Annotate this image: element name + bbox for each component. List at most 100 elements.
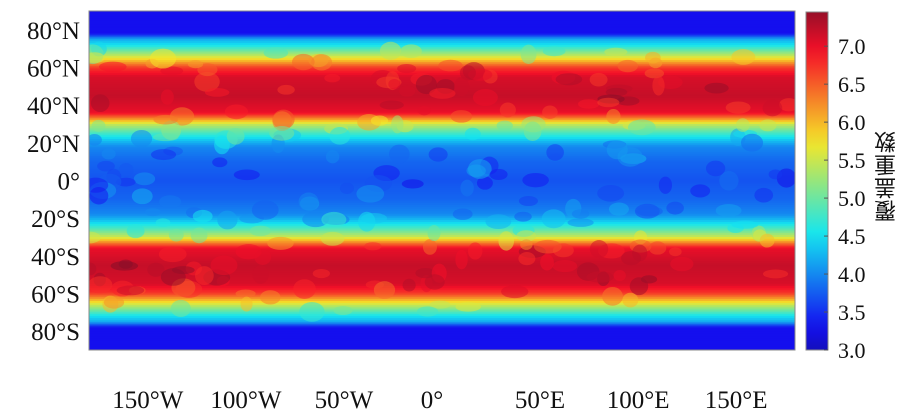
heatmap-lat-band [89,112,795,116]
heatmap-cell [401,179,424,189]
heatmap-cell [97,160,115,172]
heatmap-lat-band [89,16,795,20]
heatmap-lat-band [89,22,795,25]
colorbar-tick-label: 4.5 [838,224,866,249]
heatmap-cell [126,224,145,239]
heatmap-lat-band [89,58,795,61]
heatmap-cell [356,184,385,203]
heatmap-lat-band [89,293,795,296]
heatmap-cell [567,218,594,227]
heatmap-cell [422,239,437,255]
heatmap-lat-band [89,331,795,334]
heatmap-cell [416,306,439,317]
heatmap-cell [89,186,109,205]
heatmap-cell [152,133,179,142]
heatmap-lat-band [89,35,795,38]
heatmap-cell [705,160,726,177]
heatmap-lat-band [89,99,795,102]
heatmap-cell [195,266,214,286]
heatmap-lat-band [89,165,795,168]
heatmap-lat-band [89,188,795,191]
heatmap-cell [606,109,621,125]
heatmap-cell [648,241,667,255]
heatmap-texture [89,41,795,322]
heatmap-lat-band [89,50,795,54]
heatmap-cell [424,274,445,290]
heatmap-lat-band [89,125,795,129]
heatmap-cell [472,88,498,106]
heatmap-cell [192,209,213,223]
colorbar-tick-label: 5.0 [838,186,866,211]
heatmap-lat-band [89,199,795,202]
heatmap-lat-band [89,124,795,127]
heatmap-cell [339,182,354,194]
colorbar-tick-label: 3.0 [838,338,866,363]
heatmap-lat-band [89,41,795,44]
heatmap-cell [741,133,764,152]
heatmap-lat-band [89,310,795,313]
heatmap-lat-band [89,195,795,199]
heatmap-lat-band [89,252,795,255]
heatmap-lat-band [89,317,795,321]
heatmap-cell [546,144,564,161]
heatmap-cell [298,192,319,212]
y-tick-label: 40°N [27,93,80,120]
heatmap-lat-band [89,229,795,232]
colorbar-tick-label: 6.5 [838,72,866,97]
heatmap-lat-band [89,73,795,76]
x-tick-label: 50°W [315,387,374,413]
heatmap-lat-band [89,248,795,251]
heatmap-cell [586,271,614,283]
heatmap-cell [629,277,649,296]
heatmap-lat-band [89,299,795,302]
heatmap-cell [613,269,626,282]
heatmap-cell [400,44,422,58]
heatmap-cell [597,97,620,108]
colorbar [805,11,829,351]
heatmap-cell [89,262,97,276]
heatmap-cell [197,63,218,77]
heatmap-cell [455,301,481,312]
heatmap-cell [520,44,537,65]
heatmap-lat-band [89,342,795,345]
heatmap-lat-band [89,344,795,347]
heatmap-lat-band [89,59,795,63]
heatmap-cell [272,111,292,132]
heatmap-lat-band [89,101,795,104]
heatmap-lat-band [89,221,795,225]
heatmap-cell [158,246,187,263]
heatmap-cell [523,121,542,141]
heatmap-cell [190,227,208,244]
heatmap-lat-band [89,210,795,214]
heatmap-cell [704,82,729,94]
heatmap-cell [617,59,639,73]
heatmap-lat-band [89,216,795,219]
heatmap-cell [89,52,105,64]
heatmap-lat-band [89,69,795,72]
heatmap-cell [608,202,629,216]
heatmap-lat-band [89,14,795,18]
heatmap-cell [452,208,473,220]
heatmap-lat-band [89,129,795,133]
heatmap-lat-band [89,329,795,332]
heatmap-cell [204,88,230,97]
heatmap-cell [252,265,269,284]
heatmap-cell [489,168,508,181]
heatmap-cell [364,242,382,251]
heatmap-lat-band [89,348,795,350]
heatmap-cell [645,51,661,64]
heatmap-lat-band [89,139,795,142]
heatmap-cell [759,119,777,132]
heatmap-cell [379,41,402,60]
heatmap-lat-band [89,242,795,246]
heatmap-cell [373,281,396,299]
heatmap-cell [171,266,195,275]
y-tick-label: 20°N [27,131,80,158]
heatmap-cell [622,292,639,308]
heatmap-lat-band [89,346,795,349]
heatmap-cell [147,262,165,277]
heatmap-cell [399,85,416,97]
x-tick-label: 150°E [705,387,768,413]
heatmap-cell [627,119,656,136]
